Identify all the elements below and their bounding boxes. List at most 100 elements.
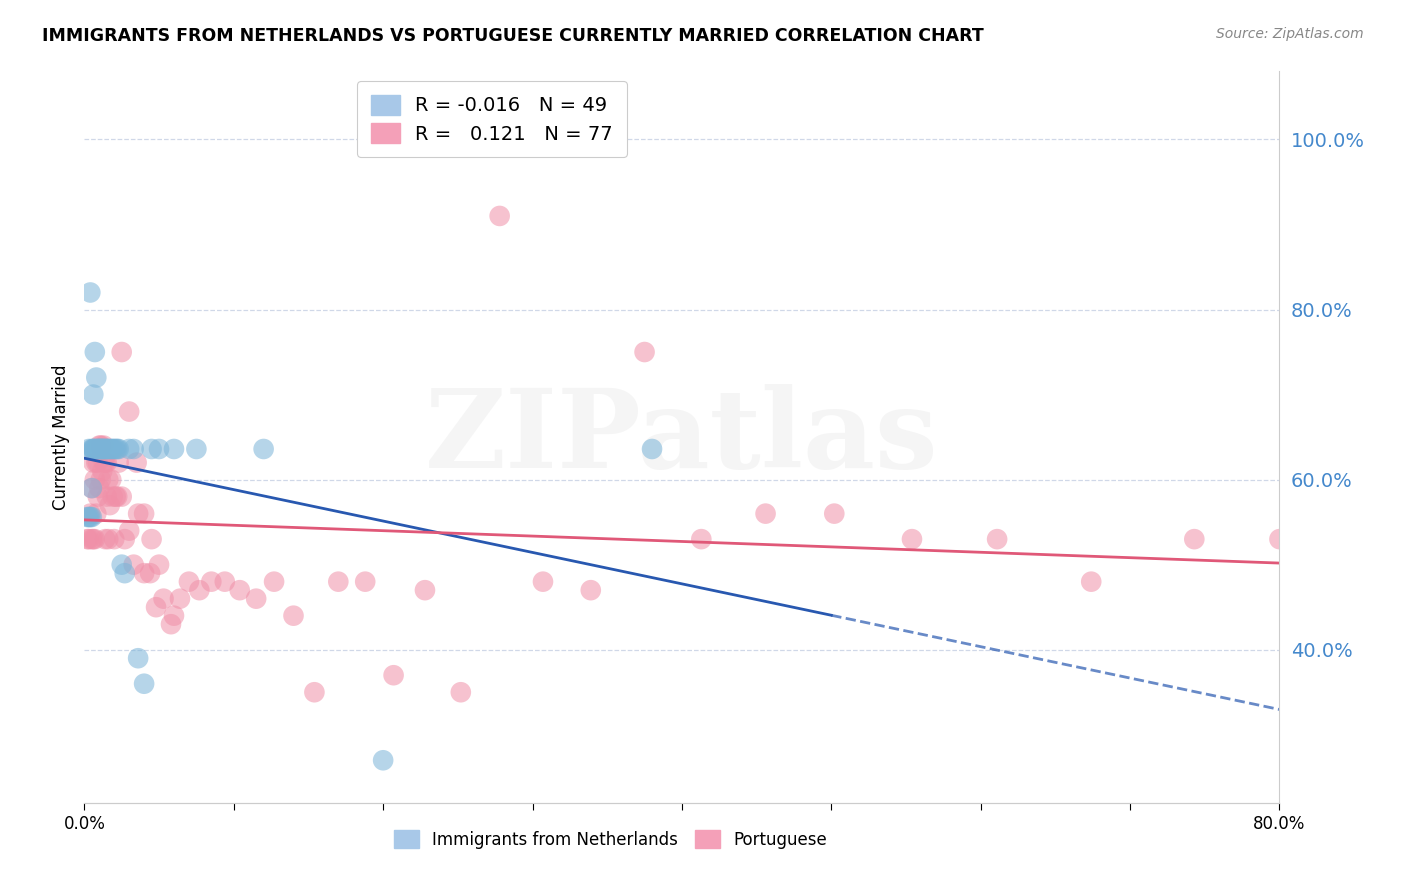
Point: [94, 456, 117, 470]
Point: [177, 574, 200, 589]
Point: [118, 404, 141, 418]
Point: [200, 574, 222, 589]
Point: [90, 473, 112, 487]
Point: [82, 442, 104, 456]
Point: [304, 685, 326, 699]
Point: [86, 370, 108, 384]
Point: [122, 442, 145, 456]
Point: [103, 442, 125, 456]
Point: [94, 442, 117, 456]
Point: [488, 209, 510, 223]
Point: [79, 285, 101, 300]
Y-axis label: Currently Married: Currently Married: [52, 364, 70, 510]
Point: [97, 473, 120, 487]
Point: [80, 532, 103, 546]
Point: [186, 442, 208, 456]
Point: [101, 442, 124, 456]
Point: [82, 387, 104, 401]
Point: [354, 574, 377, 589]
Point: [373, 753, 395, 767]
Point: [145, 600, 167, 615]
Point: [96, 456, 118, 470]
Point: [141, 442, 163, 456]
Point: [104, 442, 127, 456]
Text: IMMIGRANTS FROM NETHERLANDS VS PORTUGUESE CURRENTLY MARRIED CORRELATION CHART: IMMIGRANTS FROM NETHERLANDS VS PORTUGUES…: [42, 27, 984, 45]
Point: [163, 608, 186, 623]
Point: [86, 456, 108, 470]
Point: [283, 608, 305, 623]
Point: [83, 345, 105, 359]
Point: [86, 507, 108, 521]
Point: [91, 442, 114, 456]
Point: [1080, 574, 1102, 589]
Point: [87, 442, 110, 456]
Point: [823, 507, 845, 521]
Point: [76, 532, 98, 546]
Point: [105, 490, 128, 504]
Point: [755, 507, 778, 521]
Point: [98, 498, 121, 512]
Text: Source: ZipAtlas.com: Source: ZipAtlas.com: [1216, 27, 1364, 41]
Point: [127, 507, 149, 521]
Point: [152, 591, 174, 606]
Point: [89, 439, 111, 453]
Point: [901, 532, 924, 546]
Point: [96, 490, 118, 504]
Point: [80, 442, 103, 456]
Point: [450, 685, 472, 699]
Point: [127, 651, 149, 665]
Point: [245, 591, 267, 606]
Point: [148, 442, 170, 456]
Point: [641, 442, 664, 456]
Point: [132, 566, 156, 581]
Point: [82, 456, 104, 470]
Point: [125, 456, 148, 470]
Point: [114, 566, 136, 581]
Point: [382, 668, 405, 682]
Point: [111, 558, 134, 572]
Point: [253, 442, 276, 456]
Point: [89, 481, 111, 495]
Point: [107, 456, 129, 470]
Legend: Immigrants from Netherlands, Portuguese: Immigrants from Netherlands, Portuguese: [382, 819, 838, 860]
Point: [82, 532, 104, 546]
Point: [114, 532, 136, 546]
Point: [141, 532, 163, 546]
Point: [91, 442, 114, 456]
Point: [93, 439, 115, 453]
Point: [132, 507, 156, 521]
Point: [80, 510, 103, 524]
Point: [188, 583, 211, 598]
Point: [690, 532, 713, 546]
Point: [103, 532, 125, 546]
Point: [77, 442, 100, 456]
Point: [77, 510, 100, 524]
Point: [263, 574, 285, 589]
Point: [87, 490, 110, 504]
Point: [163, 442, 186, 456]
Point: [91, 464, 114, 478]
Point: [83, 442, 105, 456]
Point: [93, 442, 115, 456]
Point: [77, 532, 100, 546]
Point: [169, 591, 191, 606]
Point: [76, 510, 98, 524]
Point: [148, 558, 170, 572]
Point: [122, 558, 145, 572]
Text: ZIPatlas: ZIPatlas: [425, 384, 939, 491]
Point: [97, 442, 120, 456]
Point: [79, 507, 101, 521]
Point: [90, 442, 112, 456]
Point: [118, 442, 141, 456]
Point: [579, 583, 602, 598]
Point: [90, 442, 112, 456]
Point: [100, 473, 122, 487]
Point: [93, 456, 115, 470]
Point: [82, 442, 104, 456]
Point: [90, 439, 112, 453]
Point: [228, 583, 252, 598]
Point: [97, 532, 120, 546]
Point: [118, 524, 141, 538]
Point: [89, 442, 111, 456]
Point: [104, 490, 127, 504]
